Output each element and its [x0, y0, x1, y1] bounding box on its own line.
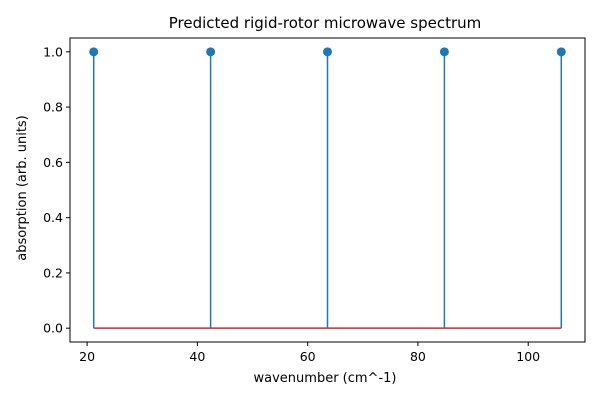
stem-marker [89, 47, 99, 57]
stem-marker [206, 47, 216, 57]
chart-title: Predicted rigid-rotor microwave spectrum [169, 14, 482, 32]
plot-area [89, 47, 566, 329]
x-tick-label: 40 [189, 349, 205, 364]
axes-frame [69, 37, 586, 343]
y-tick-label: 0.2 [43, 265, 63, 280]
stem-marker [323, 47, 332, 57]
x-tick-label: 100 [516, 349, 540, 364]
y-tick-label: 0.4 [43, 210, 63, 225]
y-axis-ticks: 0.0 0.2 0.4 0.6 0.8 1.0 [43, 44, 70, 336]
y-axis-label: absorption (arb. units) [15, 115, 30, 261]
y-tick-label: 0.6 [43, 155, 63, 170]
stem-marker [556, 47, 566, 57]
x-tick-label: 80 [410, 349, 426, 364]
x-tick-label: 60 [300, 349, 316, 364]
y-tick-label: 1.0 [43, 44, 63, 59]
x-tick-label: 20 [79, 349, 95, 364]
stem-marker [439, 47, 449, 57]
x-axis-ticks: 20 40 60 80 100 [79, 342, 540, 364]
y-tick-label: 0.8 [43, 100, 63, 115]
x-axis-label: wavenumber (cm^-1) [254, 371, 397, 386]
y-tick-label: 0.0 [43, 321, 63, 336]
